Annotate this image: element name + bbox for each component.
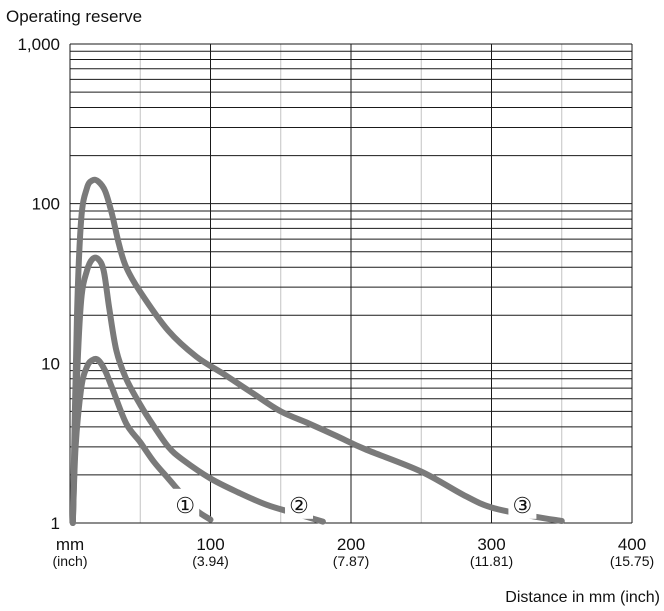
x-tick-sublabel: (3.94) (192, 553, 229, 569)
x-tick-label: 100 (196, 535, 224, 554)
curve-label: ② (289, 493, 309, 518)
x-tick-sublabel: (11.81) (470, 553, 513, 569)
grid (69, 43, 633, 524)
x-tick-label: 300 (477, 535, 505, 554)
curve-label-background (285, 488, 314, 519)
curve-label-background (508, 488, 537, 519)
y-tick-label: 1 (51, 514, 60, 533)
y-axis-label: Operating reserve (6, 7, 142, 26)
series-line (69, 176, 565, 526)
x-tick-sublabel: (15.75) (610, 553, 654, 569)
curves (69, 176, 565, 526)
y-tick-label: 1,000 (17, 35, 60, 54)
curve-label: ③ (513, 493, 533, 518)
x-tick-sublabel: (7.87) (333, 553, 370, 569)
x-tick-label: mm (56, 535, 84, 554)
y-tick-label: 100 (32, 195, 60, 214)
x-axis-label: Distance in mm (inch) (505, 589, 660, 606)
curve-label-background (171, 488, 200, 519)
labels: 1101001,000mm(inch)100(3.94)200(7.87)300… (17, 35, 654, 569)
x-tick-label: 400 (618, 535, 646, 554)
series-line (69, 254, 326, 526)
y-tick-label: 10 (41, 354, 60, 373)
x-tick-sublabel: (inch) (52, 553, 87, 569)
x-tick-label: 200 (337, 535, 365, 554)
curve-label: ① (175, 493, 195, 518)
